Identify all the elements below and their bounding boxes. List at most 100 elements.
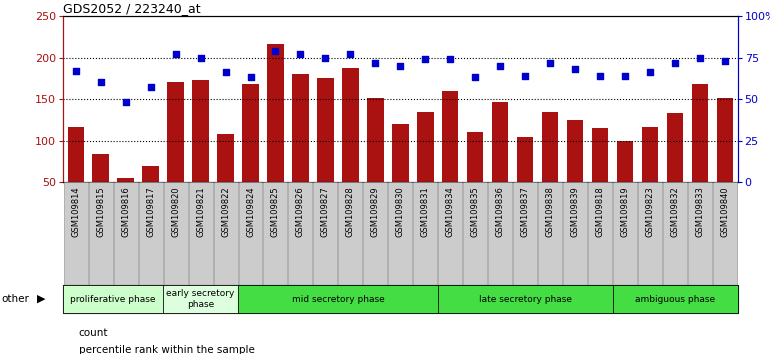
Text: GSM109826: GSM109826 xyxy=(296,187,305,237)
Bar xyxy=(692,84,708,224)
Point xyxy=(619,73,631,79)
FancyBboxPatch shape xyxy=(514,182,537,285)
Text: GSM109820: GSM109820 xyxy=(171,187,180,237)
Point xyxy=(594,73,607,79)
FancyBboxPatch shape xyxy=(438,285,613,313)
Text: percentile rank within the sample: percentile rank within the sample xyxy=(79,346,254,354)
Point xyxy=(394,63,407,69)
Bar xyxy=(617,141,634,224)
Bar xyxy=(717,98,733,224)
Point xyxy=(320,55,332,60)
FancyBboxPatch shape xyxy=(688,182,712,285)
Text: GSM109819: GSM109819 xyxy=(621,187,630,237)
FancyBboxPatch shape xyxy=(63,285,163,313)
Text: GDS2052 / 223240_at: GDS2052 / 223240_at xyxy=(63,2,201,15)
Bar xyxy=(293,74,309,224)
Text: GSM109835: GSM109835 xyxy=(470,187,480,237)
Text: ▶: ▶ xyxy=(37,294,45,304)
Point xyxy=(270,48,282,54)
Bar xyxy=(192,80,209,224)
Bar xyxy=(492,102,508,224)
FancyBboxPatch shape xyxy=(64,182,88,285)
Point xyxy=(69,68,82,74)
Text: GSM109822: GSM109822 xyxy=(221,187,230,237)
Text: GSM109821: GSM109821 xyxy=(196,187,205,237)
Bar xyxy=(367,98,383,224)
Text: GSM109829: GSM109829 xyxy=(371,187,380,237)
FancyBboxPatch shape xyxy=(313,182,337,285)
FancyBboxPatch shape xyxy=(213,182,237,285)
Point xyxy=(294,51,306,57)
Bar xyxy=(167,82,184,224)
Bar xyxy=(542,113,558,224)
Text: GSM109833: GSM109833 xyxy=(695,187,705,237)
FancyBboxPatch shape xyxy=(339,182,363,285)
Text: GSM109827: GSM109827 xyxy=(321,187,330,237)
Text: GSM109839: GSM109839 xyxy=(571,187,580,237)
Text: GSM109824: GSM109824 xyxy=(246,187,255,237)
Bar xyxy=(667,113,683,224)
Point xyxy=(544,60,557,65)
Text: GSM109837: GSM109837 xyxy=(521,187,530,237)
Text: GSM109840: GSM109840 xyxy=(721,187,730,237)
FancyBboxPatch shape xyxy=(713,182,737,285)
Point xyxy=(169,51,182,57)
Bar xyxy=(467,132,484,224)
Text: GSM109831: GSM109831 xyxy=(421,187,430,237)
Point xyxy=(419,56,431,62)
Text: GSM109817: GSM109817 xyxy=(146,187,155,237)
Bar xyxy=(642,127,658,224)
Bar xyxy=(517,137,534,224)
Point xyxy=(444,56,457,62)
Text: GSM109830: GSM109830 xyxy=(396,187,405,237)
FancyBboxPatch shape xyxy=(114,182,138,285)
Point xyxy=(469,75,481,80)
FancyBboxPatch shape xyxy=(263,182,287,285)
Text: GSM109818: GSM109818 xyxy=(596,187,604,237)
Bar xyxy=(417,113,434,224)
Text: GSM109814: GSM109814 xyxy=(71,187,80,237)
Point xyxy=(669,60,681,65)
FancyBboxPatch shape xyxy=(538,182,562,285)
Bar xyxy=(92,154,109,224)
Text: GSM109832: GSM109832 xyxy=(671,187,680,237)
FancyBboxPatch shape xyxy=(464,182,487,285)
Bar xyxy=(68,127,84,224)
Bar xyxy=(567,120,584,224)
FancyBboxPatch shape xyxy=(163,182,188,285)
Point xyxy=(644,70,656,75)
FancyBboxPatch shape xyxy=(613,285,738,313)
Bar xyxy=(392,124,409,224)
Point xyxy=(194,55,206,60)
Text: GSM109825: GSM109825 xyxy=(271,187,280,237)
FancyBboxPatch shape xyxy=(613,182,638,285)
Text: GSM109838: GSM109838 xyxy=(546,187,555,237)
FancyBboxPatch shape xyxy=(239,182,263,285)
Text: early secretory
phase: early secretory phase xyxy=(166,290,235,309)
FancyBboxPatch shape xyxy=(413,182,437,285)
FancyBboxPatch shape xyxy=(289,182,313,285)
Bar xyxy=(267,44,283,224)
Point xyxy=(370,60,382,65)
Point xyxy=(519,73,531,79)
FancyBboxPatch shape xyxy=(564,182,588,285)
FancyBboxPatch shape xyxy=(388,182,413,285)
FancyBboxPatch shape xyxy=(89,182,112,285)
Text: count: count xyxy=(79,328,108,338)
FancyBboxPatch shape xyxy=(238,285,438,313)
Point xyxy=(145,85,157,90)
Bar xyxy=(217,134,233,224)
Text: mid secretory phase: mid secretory phase xyxy=(292,295,384,304)
Text: GSM109815: GSM109815 xyxy=(96,187,105,237)
Point xyxy=(494,63,507,69)
Bar xyxy=(142,166,159,224)
Point xyxy=(694,55,706,60)
FancyBboxPatch shape xyxy=(163,285,238,313)
FancyBboxPatch shape xyxy=(189,182,213,285)
FancyBboxPatch shape xyxy=(663,182,687,285)
Text: late secretory phase: late secretory phase xyxy=(479,295,572,304)
FancyBboxPatch shape xyxy=(488,182,512,285)
Point xyxy=(569,66,581,72)
Bar xyxy=(343,68,359,224)
Bar xyxy=(442,91,458,224)
